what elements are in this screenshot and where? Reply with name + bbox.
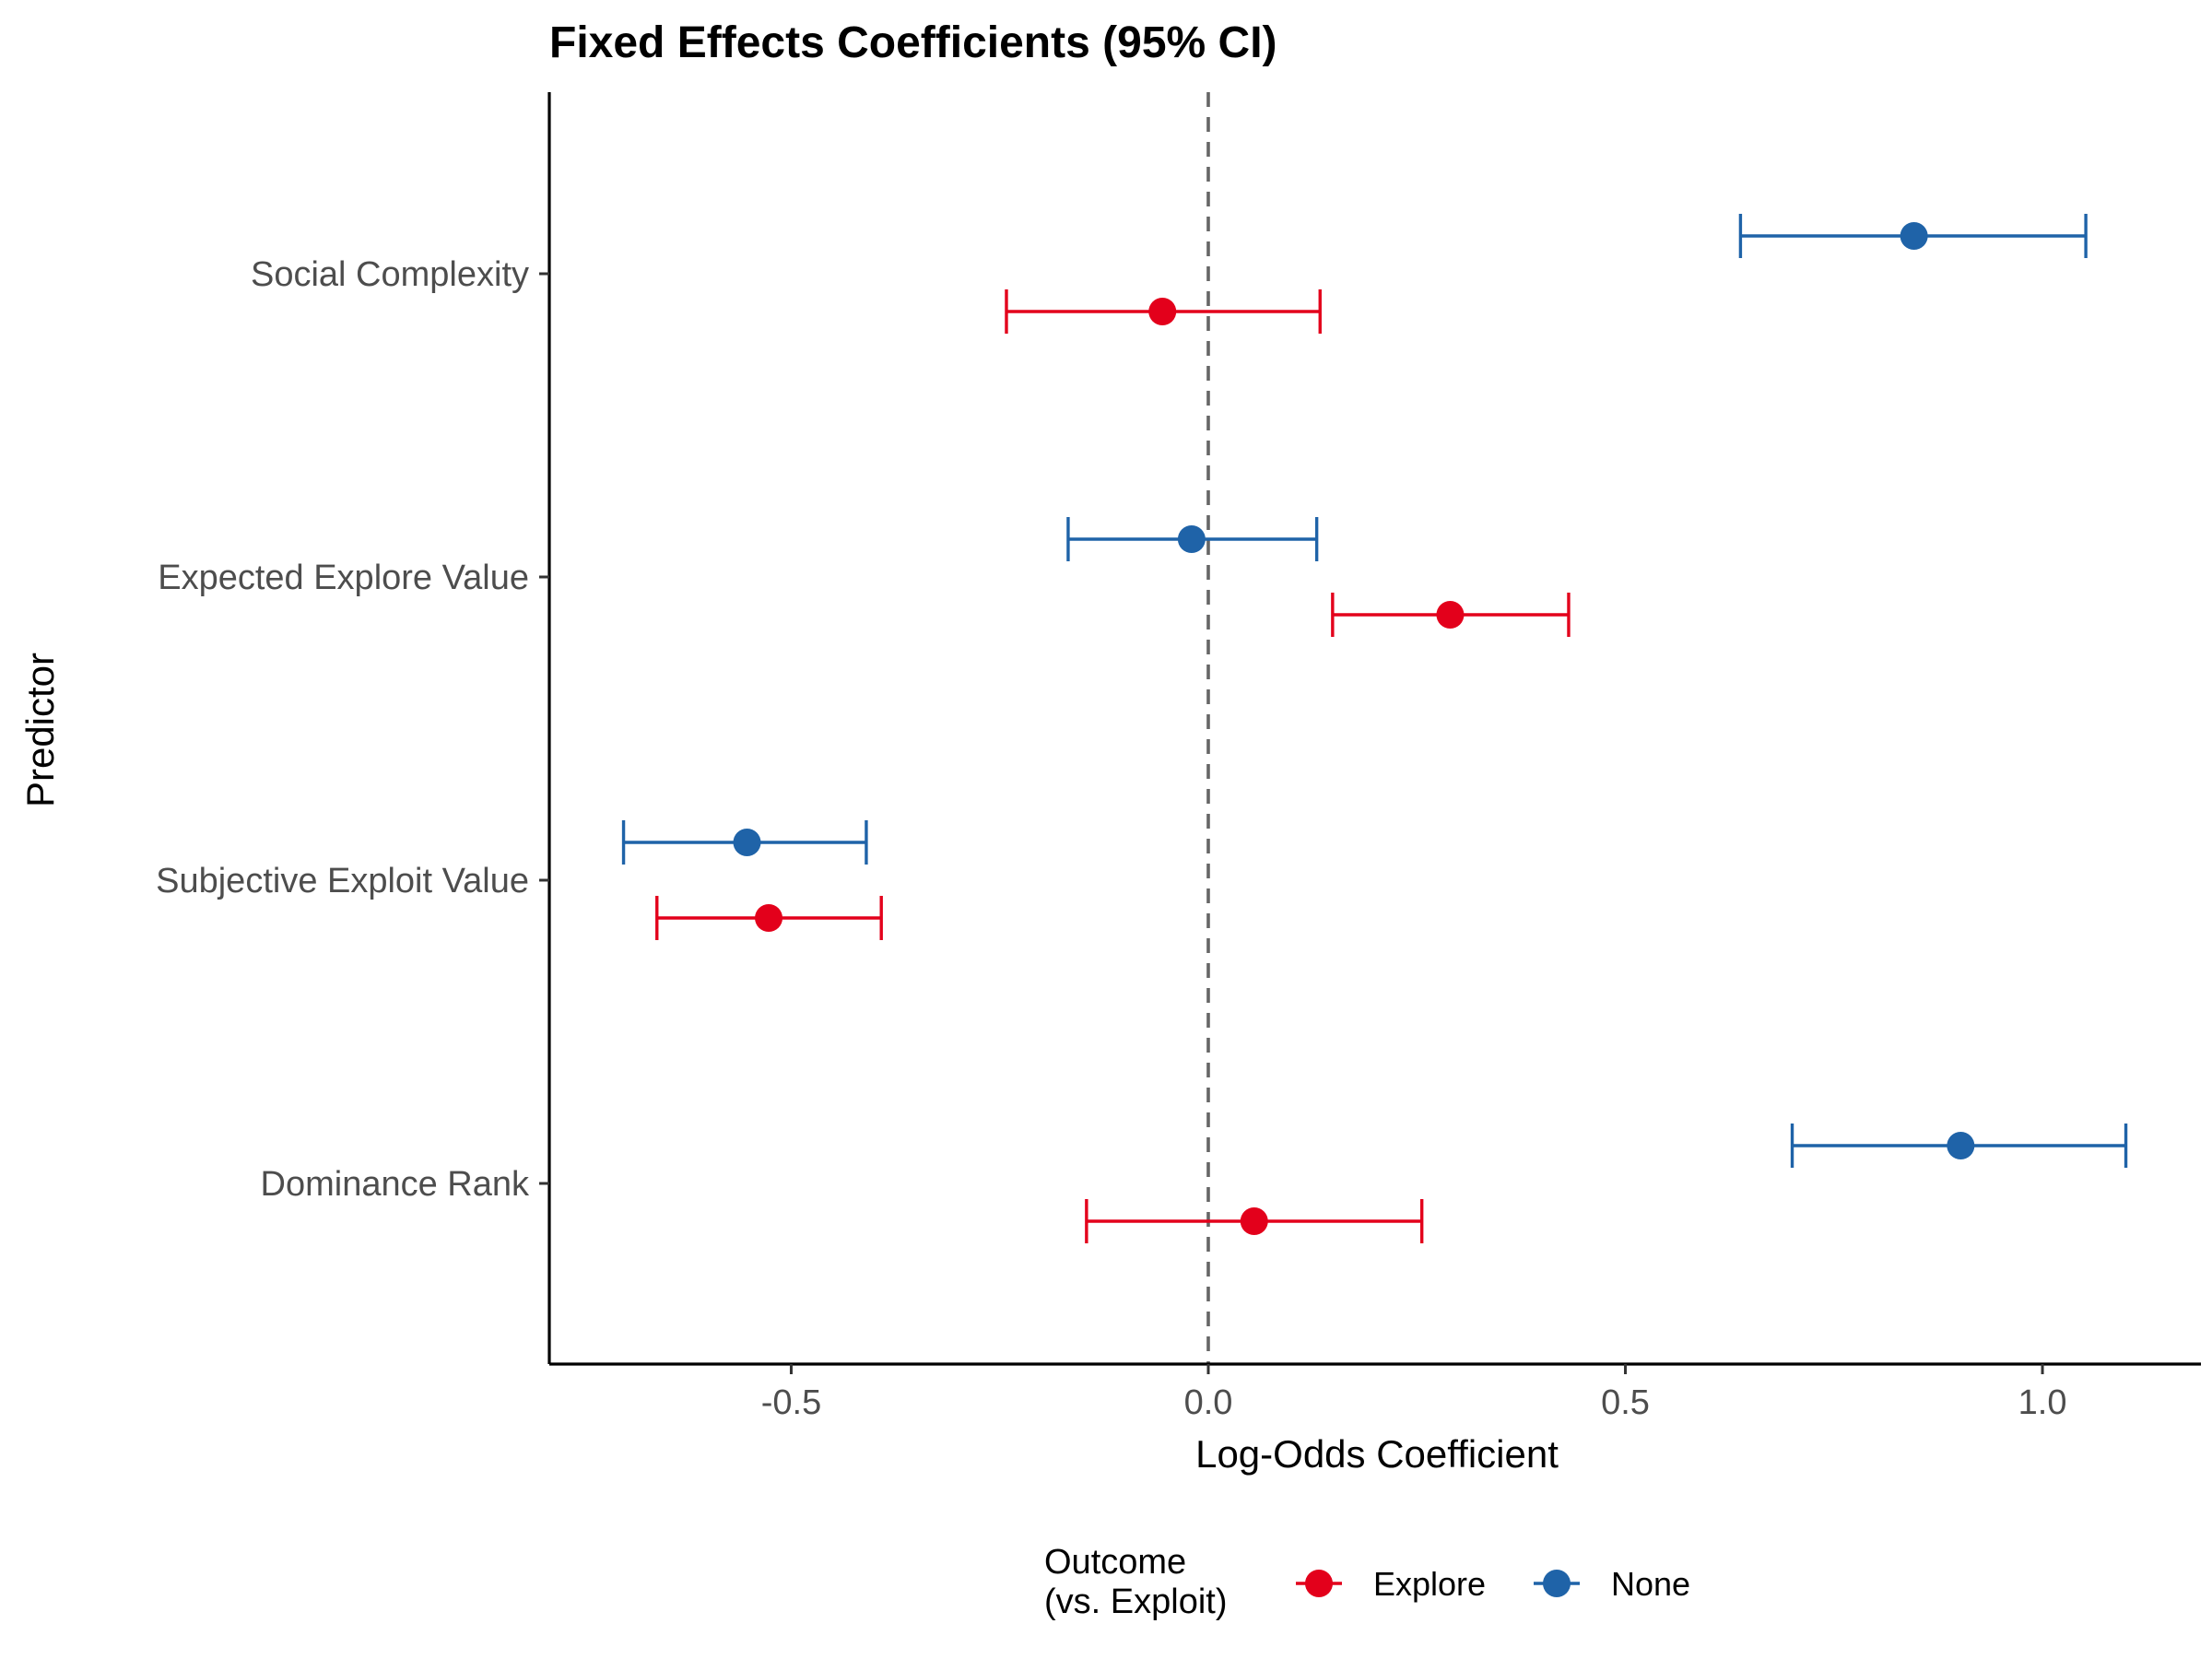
legend-title-line-2: (vs. Exploit) bbox=[1044, 1583, 1227, 1621]
errorbar-none bbox=[621, 820, 868, 865]
point-none bbox=[1947, 1132, 1975, 1159]
legend-label-explore: Explore bbox=[1373, 1565, 1486, 1603]
y-axis-ticks: Social Complexity Expected Explore Value S… bbox=[156, 255, 549, 1204]
point-none bbox=[733, 829, 761, 856]
point-none bbox=[1900, 222, 1928, 250]
x-axis-title: Log-Odds Coefficient bbox=[1195, 1432, 1559, 1476]
errorbar-explore bbox=[1331, 593, 1571, 637]
errorbar-explore bbox=[1005, 289, 1322, 334]
legend-label-none: None bbox=[1611, 1565, 1690, 1603]
legend-key-point-explore bbox=[1305, 1570, 1333, 1597]
legend: Outcome (vs. Exploit) Explore None bbox=[1044, 1543, 1690, 1621]
errorbar-none bbox=[1738, 214, 2088, 258]
y-tick-label: Subjective Exploit Value bbox=[156, 862, 529, 900]
y-tick-label: Social Complexity bbox=[251, 255, 529, 294]
point-explore bbox=[1436, 601, 1465, 629]
point-explore bbox=[755, 904, 783, 932]
errorbar-none bbox=[1790, 1124, 2128, 1168]
legend-items: Explore None bbox=[1296, 1565, 1690, 1603]
x-tick-label: 1.0 bbox=[2018, 1383, 2067, 1422]
plot-area bbox=[547, 92, 2201, 1366]
data-marks bbox=[621, 214, 2128, 1243]
chart-title: Fixed Effects Coefficients (95% CI) bbox=[549, 18, 1277, 67]
y-axis-title: Predictor bbox=[18, 653, 62, 807]
errorbar-none bbox=[1066, 517, 1319, 561]
y-tick-label: Dominance Rank bbox=[261, 1165, 530, 1204]
legend-item-explore: Explore bbox=[1296, 1565, 1486, 1603]
x-tick-label: -0.5 bbox=[761, 1383, 821, 1422]
x-tick-label: 0.5 bbox=[1601, 1383, 1650, 1422]
point-explore bbox=[1240, 1207, 1268, 1235]
x-axis-ticks: -0.5 0.0 0.5 1.0 bbox=[761, 1364, 2067, 1422]
legend-title-line-1: Outcome bbox=[1044, 1543, 1186, 1582]
legend-item-none: None bbox=[1534, 1565, 1690, 1603]
errorbar-explore bbox=[1085, 1199, 1424, 1243]
point-none bbox=[1177, 525, 1206, 553]
y-tick-label: Expected Explore Value bbox=[158, 559, 529, 597]
point-explore bbox=[1148, 298, 1177, 325]
legend-key-point-none bbox=[1543, 1570, 1571, 1597]
errorbar-explore bbox=[655, 896, 883, 940]
x-tick-label: 0.0 bbox=[1184, 1383, 1233, 1422]
legend-title: Outcome (vs. Exploit) bbox=[1044, 1543, 1227, 1621]
